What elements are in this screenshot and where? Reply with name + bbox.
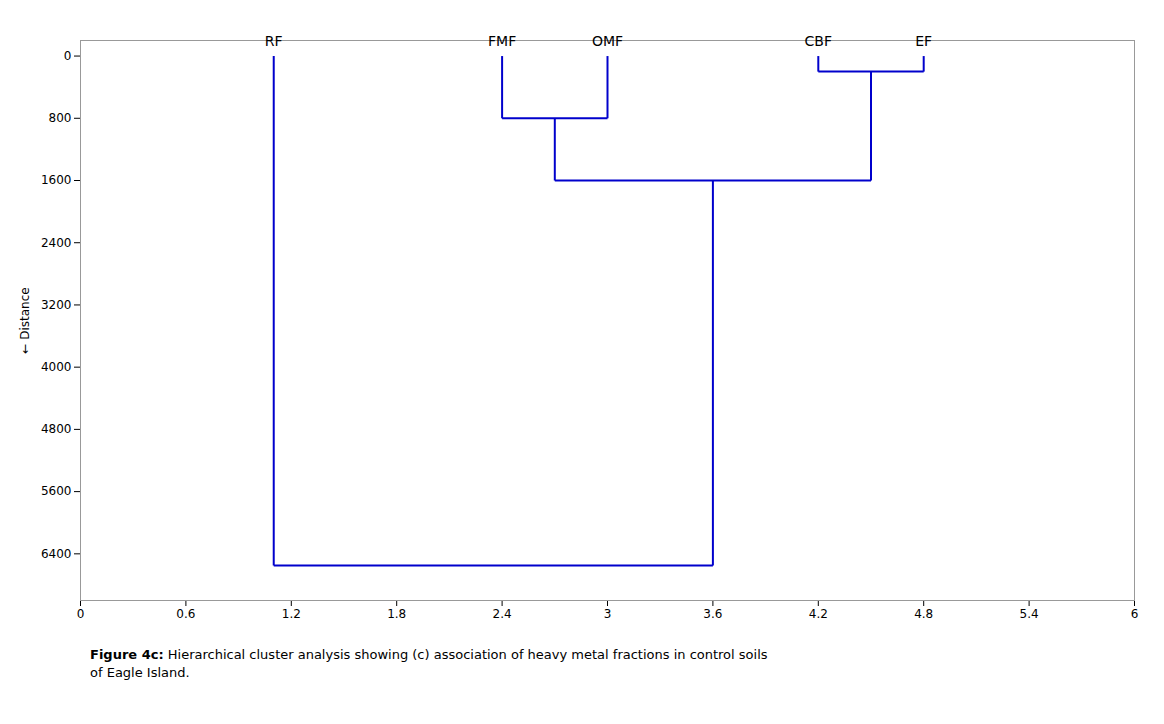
svg-text:3200: 3200 — [41, 298, 72, 312]
svg-text:800: 800 — [49, 111, 72, 125]
svg-text:1600: 1600 — [41, 173, 72, 187]
svg-text:5.4: 5.4 — [1020, 607, 1039, 621]
svg-text:OMF: OMF — [592, 33, 623, 49]
svg-text:5600: 5600 — [41, 484, 72, 498]
svg-text:0: 0 — [77, 607, 85, 621]
svg-text:0: 0 — [64, 49, 72, 63]
svg-text:0.6: 0.6 — [176, 607, 195, 621]
svg-text:1.8: 1.8 — [387, 607, 406, 621]
svg-text:2.4: 2.4 — [493, 607, 512, 621]
svg-text:2400: 2400 — [41, 236, 72, 250]
svg-text:4000: 4000 — [41, 360, 72, 374]
svg-text:1.2: 1.2 — [282, 607, 301, 621]
svg-text:RF: RF — [265, 33, 283, 49]
svg-text:3.6: 3.6 — [703, 607, 722, 621]
svg-text:6400: 6400 — [41, 547, 72, 561]
svg-text:4800: 4800 — [41, 422, 72, 436]
html-text:Figure 4c: Hierarchical cluste: Figure 4c: Hierarchical cluster analysis… — [90, 647, 768, 680]
svg-text:← Distance: ← Distance — [18, 287, 32, 353]
svg-text:CBF: CBF — [805, 33, 832, 49]
svg-text:3: 3 — [604, 607, 612, 621]
svg-text:6: 6 — [1131, 607, 1139, 621]
svg-text:4.2: 4.2 — [809, 607, 828, 621]
svg-text:FMF: FMF — [488, 33, 516, 49]
svg-text:EF: EF — [915, 33, 932, 49]
svg-text:4.8: 4.8 — [914, 607, 933, 621]
